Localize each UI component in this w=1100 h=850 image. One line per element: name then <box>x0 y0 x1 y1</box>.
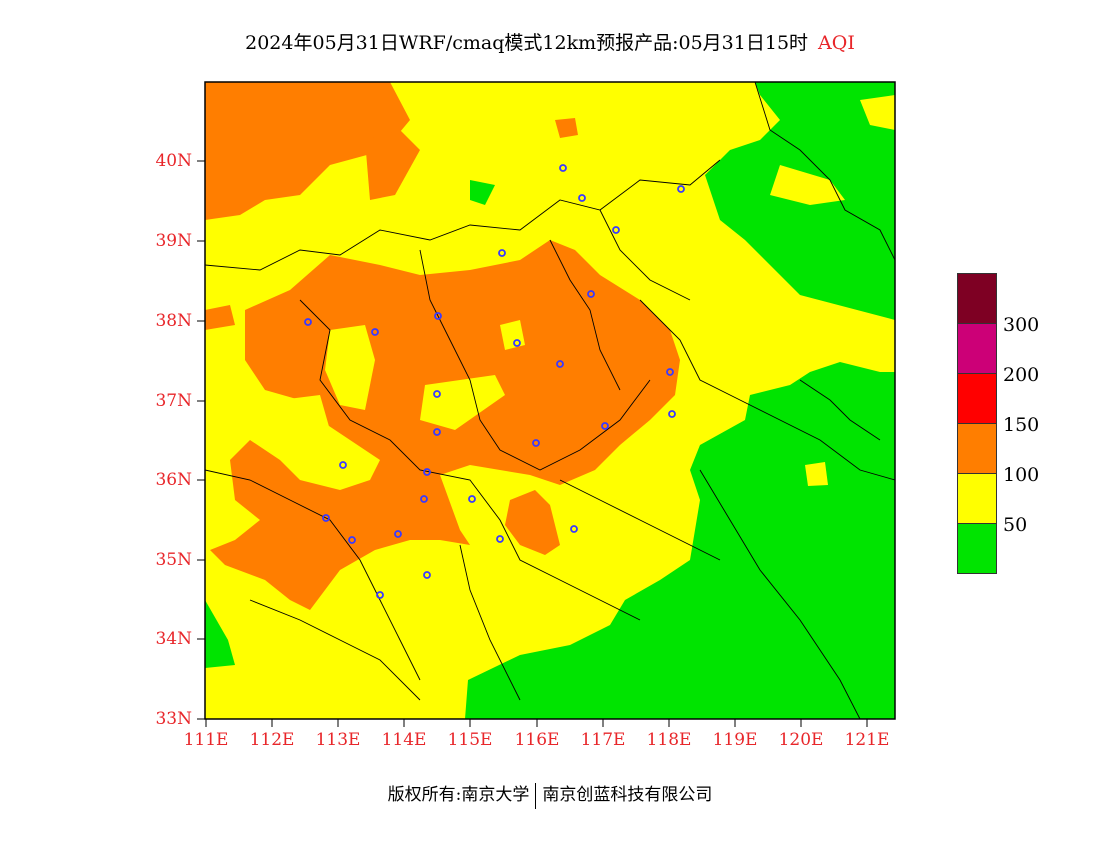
lat-label-40n: 40N <box>155 151 192 171</box>
city-marker <box>668 410 676 418</box>
moderate-pocket-se <box>805 462 828 486</box>
axis-ticks <box>197 160 868 727</box>
unhealthy-sensitive-region-south <box>505 490 560 555</box>
copyright-footer: 版权所有:南京大学 南京创蓝科技有限公司 <box>0 780 1100 809</box>
lat-label-36n: 36N <box>155 470 192 490</box>
footer-separator <box>535 782 537 809</box>
city-marker <box>498 249 506 257</box>
title-aqi-label: AQI <box>818 32 855 54</box>
lon-label-118e: 118E <box>646 730 692 750</box>
moderate-pocket-ne <box>860 95 895 130</box>
lat-label-33n: 33N <box>155 709 192 729</box>
city-marker <box>496 535 504 543</box>
city-marker <box>339 461 347 469</box>
moderate-hole-southwest <box>270 395 330 440</box>
map-title: 2024年05月31日WRF/cmaq模式12km预报产品:05月31日15时 A… <box>0 28 1100 55</box>
title-text: 2024年05月31日WRF/cmaq模式12km预报产品:05月31日15时 <box>245 32 809 54</box>
city-marker <box>376 591 384 599</box>
city-marker <box>322 514 330 522</box>
legend-label-300: 300 <box>1003 314 1040 336</box>
good-pocket-north <box>470 180 495 205</box>
city-marker <box>559 164 567 172</box>
lon-label-120e: 120E <box>778 730 824 750</box>
city-marker <box>513 339 521 347</box>
lon-label-117e: 117E <box>580 730 626 750</box>
city-marker <box>371 328 379 336</box>
city-marker <box>394 530 402 538</box>
lon-label-112e: 112E <box>249 730 295 750</box>
city-markers <box>304 164 685 599</box>
city-marker <box>578 194 586 202</box>
lon-label-115e: 115E <box>447 730 493 750</box>
lon-label-111e: 111E <box>183 730 229 750</box>
city-marker <box>612 226 620 234</box>
lat-label-38n: 38N <box>155 311 192 331</box>
unhealthy-sensitive-pocket-west <box>205 305 235 330</box>
city-marker <box>556 360 564 368</box>
city-marker <box>433 390 441 398</box>
city-marker <box>433 428 441 436</box>
city-marker <box>434 312 442 320</box>
city-marker <box>304 318 312 326</box>
legend-label-150: 150 <box>1003 414 1040 436</box>
moderate-pocket-bay <box>770 165 845 205</box>
legend-swatch-good <box>957 524 997 574</box>
city-marker <box>587 290 595 298</box>
legend-swatch-very-unhealthy <box>957 324 997 374</box>
moderate-hole-center <box>500 320 525 350</box>
lon-label-121e: 121E <box>844 730 890 750</box>
city-marker <box>420 495 428 503</box>
copyright-left: 版权所有:南京大学 <box>387 785 530 805</box>
legend-swatch-hazardous <box>957 273 997 324</box>
city-marker <box>677 185 685 193</box>
aqi-legend <box>957 273 997 574</box>
city-marker <box>423 468 431 476</box>
lat-label-39n: 39N <box>155 231 192 251</box>
good-region-east <box>465 82 895 719</box>
lat-label-34n: 34N <box>155 629 192 649</box>
lon-label-116e: 116E <box>514 730 560 750</box>
city-marker <box>423 571 431 579</box>
legend-label-50: 50 <box>1003 514 1028 536</box>
city-marker <box>348 536 356 544</box>
city-marker <box>601 422 609 430</box>
lat-label-35n: 35N <box>155 550 192 570</box>
city-marker <box>666 368 674 376</box>
lat-label-37n: 37N <box>155 391 192 411</box>
aqi-map-fill <box>205 82 895 719</box>
unhealthy-sensitive-region-north <box>365 130 420 200</box>
lon-label-114e: 114E <box>381 730 427 750</box>
city-marker <box>468 495 476 503</box>
legend-label-100: 100 <box>1003 464 1040 486</box>
unhealthy-sensitive-region-northwest <box>205 82 410 220</box>
province-boundaries <box>205 82 895 719</box>
moderate-hole-west <box>325 325 375 410</box>
copyright-right: 南京创蓝科技有限公司 <box>542 785 713 805</box>
unhealthy-sensitive-pocket-north <box>555 118 578 138</box>
lon-label-119e: 119E <box>712 730 758 750</box>
city-marker <box>532 439 540 447</box>
legend-label-200: 200 <box>1003 364 1040 386</box>
legend-swatch-moderate <box>957 474 997 524</box>
legend-swatch-unhealthy-sensitive <box>957 424 997 474</box>
legend-swatch-unhealthy <box>957 374 997 424</box>
good-region-west <box>205 600 235 668</box>
city-marker <box>570 525 578 533</box>
moderate-hole-middle <box>420 375 505 430</box>
lon-label-113e: 113E <box>315 730 361 750</box>
